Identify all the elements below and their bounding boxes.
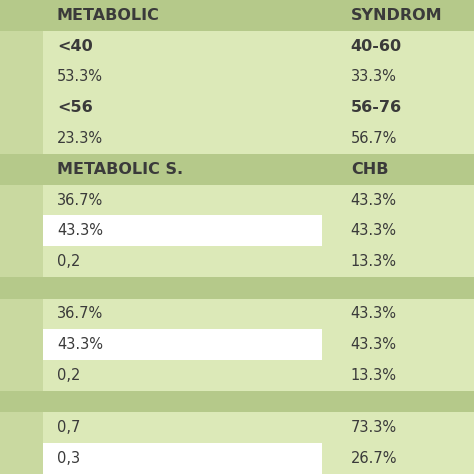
Bar xyxy=(43,360,474,391)
Text: 56-76: 56-76 xyxy=(351,100,402,115)
Bar xyxy=(322,329,474,360)
Text: 43.3%: 43.3% xyxy=(351,223,397,238)
Bar xyxy=(43,443,322,474)
Bar xyxy=(0,360,43,391)
Bar xyxy=(0,0,474,31)
Text: 43.3%: 43.3% xyxy=(351,337,397,352)
Bar xyxy=(43,412,474,443)
Bar xyxy=(0,277,474,299)
Text: 13.3%: 13.3% xyxy=(351,368,397,383)
Bar xyxy=(43,185,474,216)
Bar xyxy=(322,216,474,246)
Text: 0,7: 0,7 xyxy=(57,420,80,435)
Text: 56.7%: 56.7% xyxy=(351,131,397,146)
Text: CHB: CHB xyxy=(351,162,388,177)
Text: 0,3: 0,3 xyxy=(57,451,80,466)
Bar xyxy=(0,443,43,474)
Bar xyxy=(43,92,474,123)
Bar xyxy=(0,216,43,246)
Text: 40-60: 40-60 xyxy=(351,39,402,54)
Bar xyxy=(43,31,474,62)
Text: SYNDROM: SYNDROM xyxy=(351,8,442,23)
Text: 43.3%: 43.3% xyxy=(57,337,103,352)
Bar xyxy=(43,246,474,277)
Bar xyxy=(43,329,322,360)
Text: 26.7%: 26.7% xyxy=(351,451,397,466)
Bar xyxy=(0,391,474,412)
Bar xyxy=(0,92,43,123)
Text: 53.3%: 53.3% xyxy=(57,70,103,84)
Bar xyxy=(43,123,474,154)
Text: 43.3%: 43.3% xyxy=(351,307,397,321)
Text: 33.3%: 33.3% xyxy=(351,70,397,84)
Bar xyxy=(0,62,43,92)
Bar xyxy=(0,31,43,62)
Bar xyxy=(0,412,43,443)
Text: 36.7%: 36.7% xyxy=(57,192,103,208)
Bar xyxy=(0,154,474,185)
Text: METABOLIC S.: METABOLIC S. xyxy=(57,162,183,177)
Text: 0,2: 0,2 xyxy=(57,368,80,383)
Text: 36.7%: 36.7% xyxy=(57,307,103,321)
Text: 43.3%: 43.3% xyxy=(57,223,103,238)
Text: METABOLIC: METABOLIC xyxy=(57,8,160,23)
Text: <40: <40 xyxy=(57,39,92,54)
Text: 23.3%: 23.3% xyxy=(57,131,103,146)
Text: 73.3%: 73.3% xyxy=(351,420,397,435)
Bar xyxy=(0,185,43,216)
Bar xyxy=(0,299,43,329)
Text: 43.3%: 43.3% xyxy=(351,192,397,208)
Bar xyxy=(0,123,43,154)
Bar xyxy=(0,246,43,277)
Text: <56: <56 xyxy=(57,100,92,115)
Bar xyxy=(43,62,474,92)
Text: 0,2: 0,2 xyxy=(57,254,80,269)
Text: 13.3%: 13.3% xyxy=(351,254,397,269)
Bar xyxy=(322,443,474,474)
Bar xyxy=(43,216,322,246)
Bar xyxy=(43,299,474,329)
Bar xyxy=(0,329,43,360)
